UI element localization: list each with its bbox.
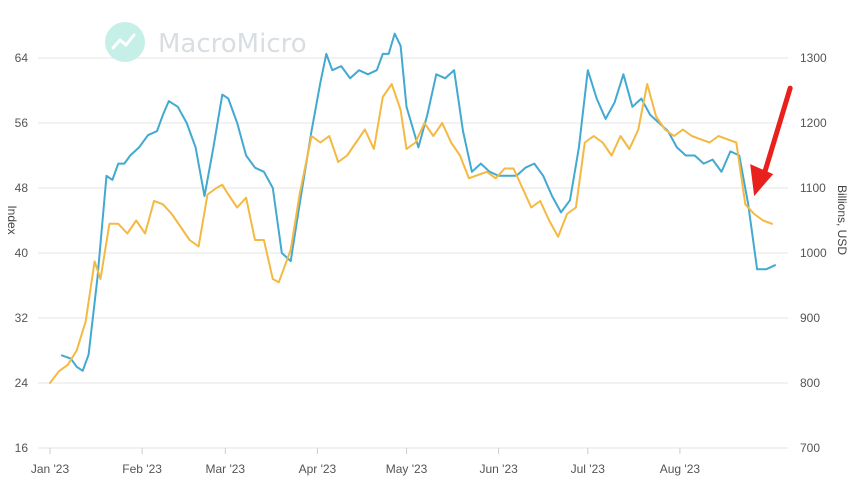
y-left-tick-label: 40 <box>15 246 29 260</box>
y-right-tick-label: 1100 <box>800 181 826 195</box>
watermark-text: MacroMicro <box>158 29 307 59</box>
x-axis: Jan '23 Feb '23 Mar '23 Apr '23 May '23 Jun '… <box>31 448 701 476</box>
y-axis-right-title: Billions, USD <box>835 185 849 255</box>
series-line-index <box>60 32 776 372</box>
y-axis-left-title: Index <box>5 205 19 234</box>
arrow-shaft <box>761 85 793 177</box>
y-right-tick-label: 1200 <box>800 116 827 130</box>
y-left-tick-label: 32 <box>15 311 29 325</box>
y-right-tick-label: 1300 <box>800 51 827 65</box>
y-left-tick-label: 24 <box>15 376 29 390</box>
y-left-tick-label: 56 <box>15 116 29 130</box>
y-left-tick-label: 16 <box>15 441 29 455</box>
x-tick-label: May '23 <box>386 462 428 476</box>
x-tick-label: Jun '23 <box>479 462 518 476</box>
arrow-head-icon <box>750 164 774 197</box>
y-right-tick-label: 700 <box>800 441 820 455</box>
x-tick-label: Jul '23 <box>571 462 606 476</box>
y-left-tick-label: 48 <box>15 181 29 195</box>
watermark-logo-icon <box>105 22 145 62</box>
annotation-layer <box>750 85 793 197</box>
y-right-tick-label: 1000 <box>800 246 827 260</box>
y-axis-right: 700 800 900 1000 1100 1200 1300 <box>800 51 827 455</box>
y-right-tick-label: 900 <box>800 311 820 325</box>
x-tick-label: Aug '23 <box>660 462 701 476</box>
x-tick-label: Mar '23 <box>205 462 245 476</box>
x-tick-label: Jan '23 <box>31 462 70 476</box>
grid-lines <box>38 57 788 449</box>
y-left-tick-label: 64 <box>15 51 29 65</box>
series-layer <box>49 32 776 384</box>
series-line-billions <box>49 83 773 384</box>
x-tick-label: Apr '23 <box>299 462 337 476</box>
y-axis-left: 16 24 32 40 48 56 64 <box>15 51 29 455</box>
y-right-tick-label: 800 <box>800 376 820 390</box>
watermark: MacroMicro <box>105 22 307 62</box>
x-tick-label: Feb '23 <box>122 462 162 476</box>
